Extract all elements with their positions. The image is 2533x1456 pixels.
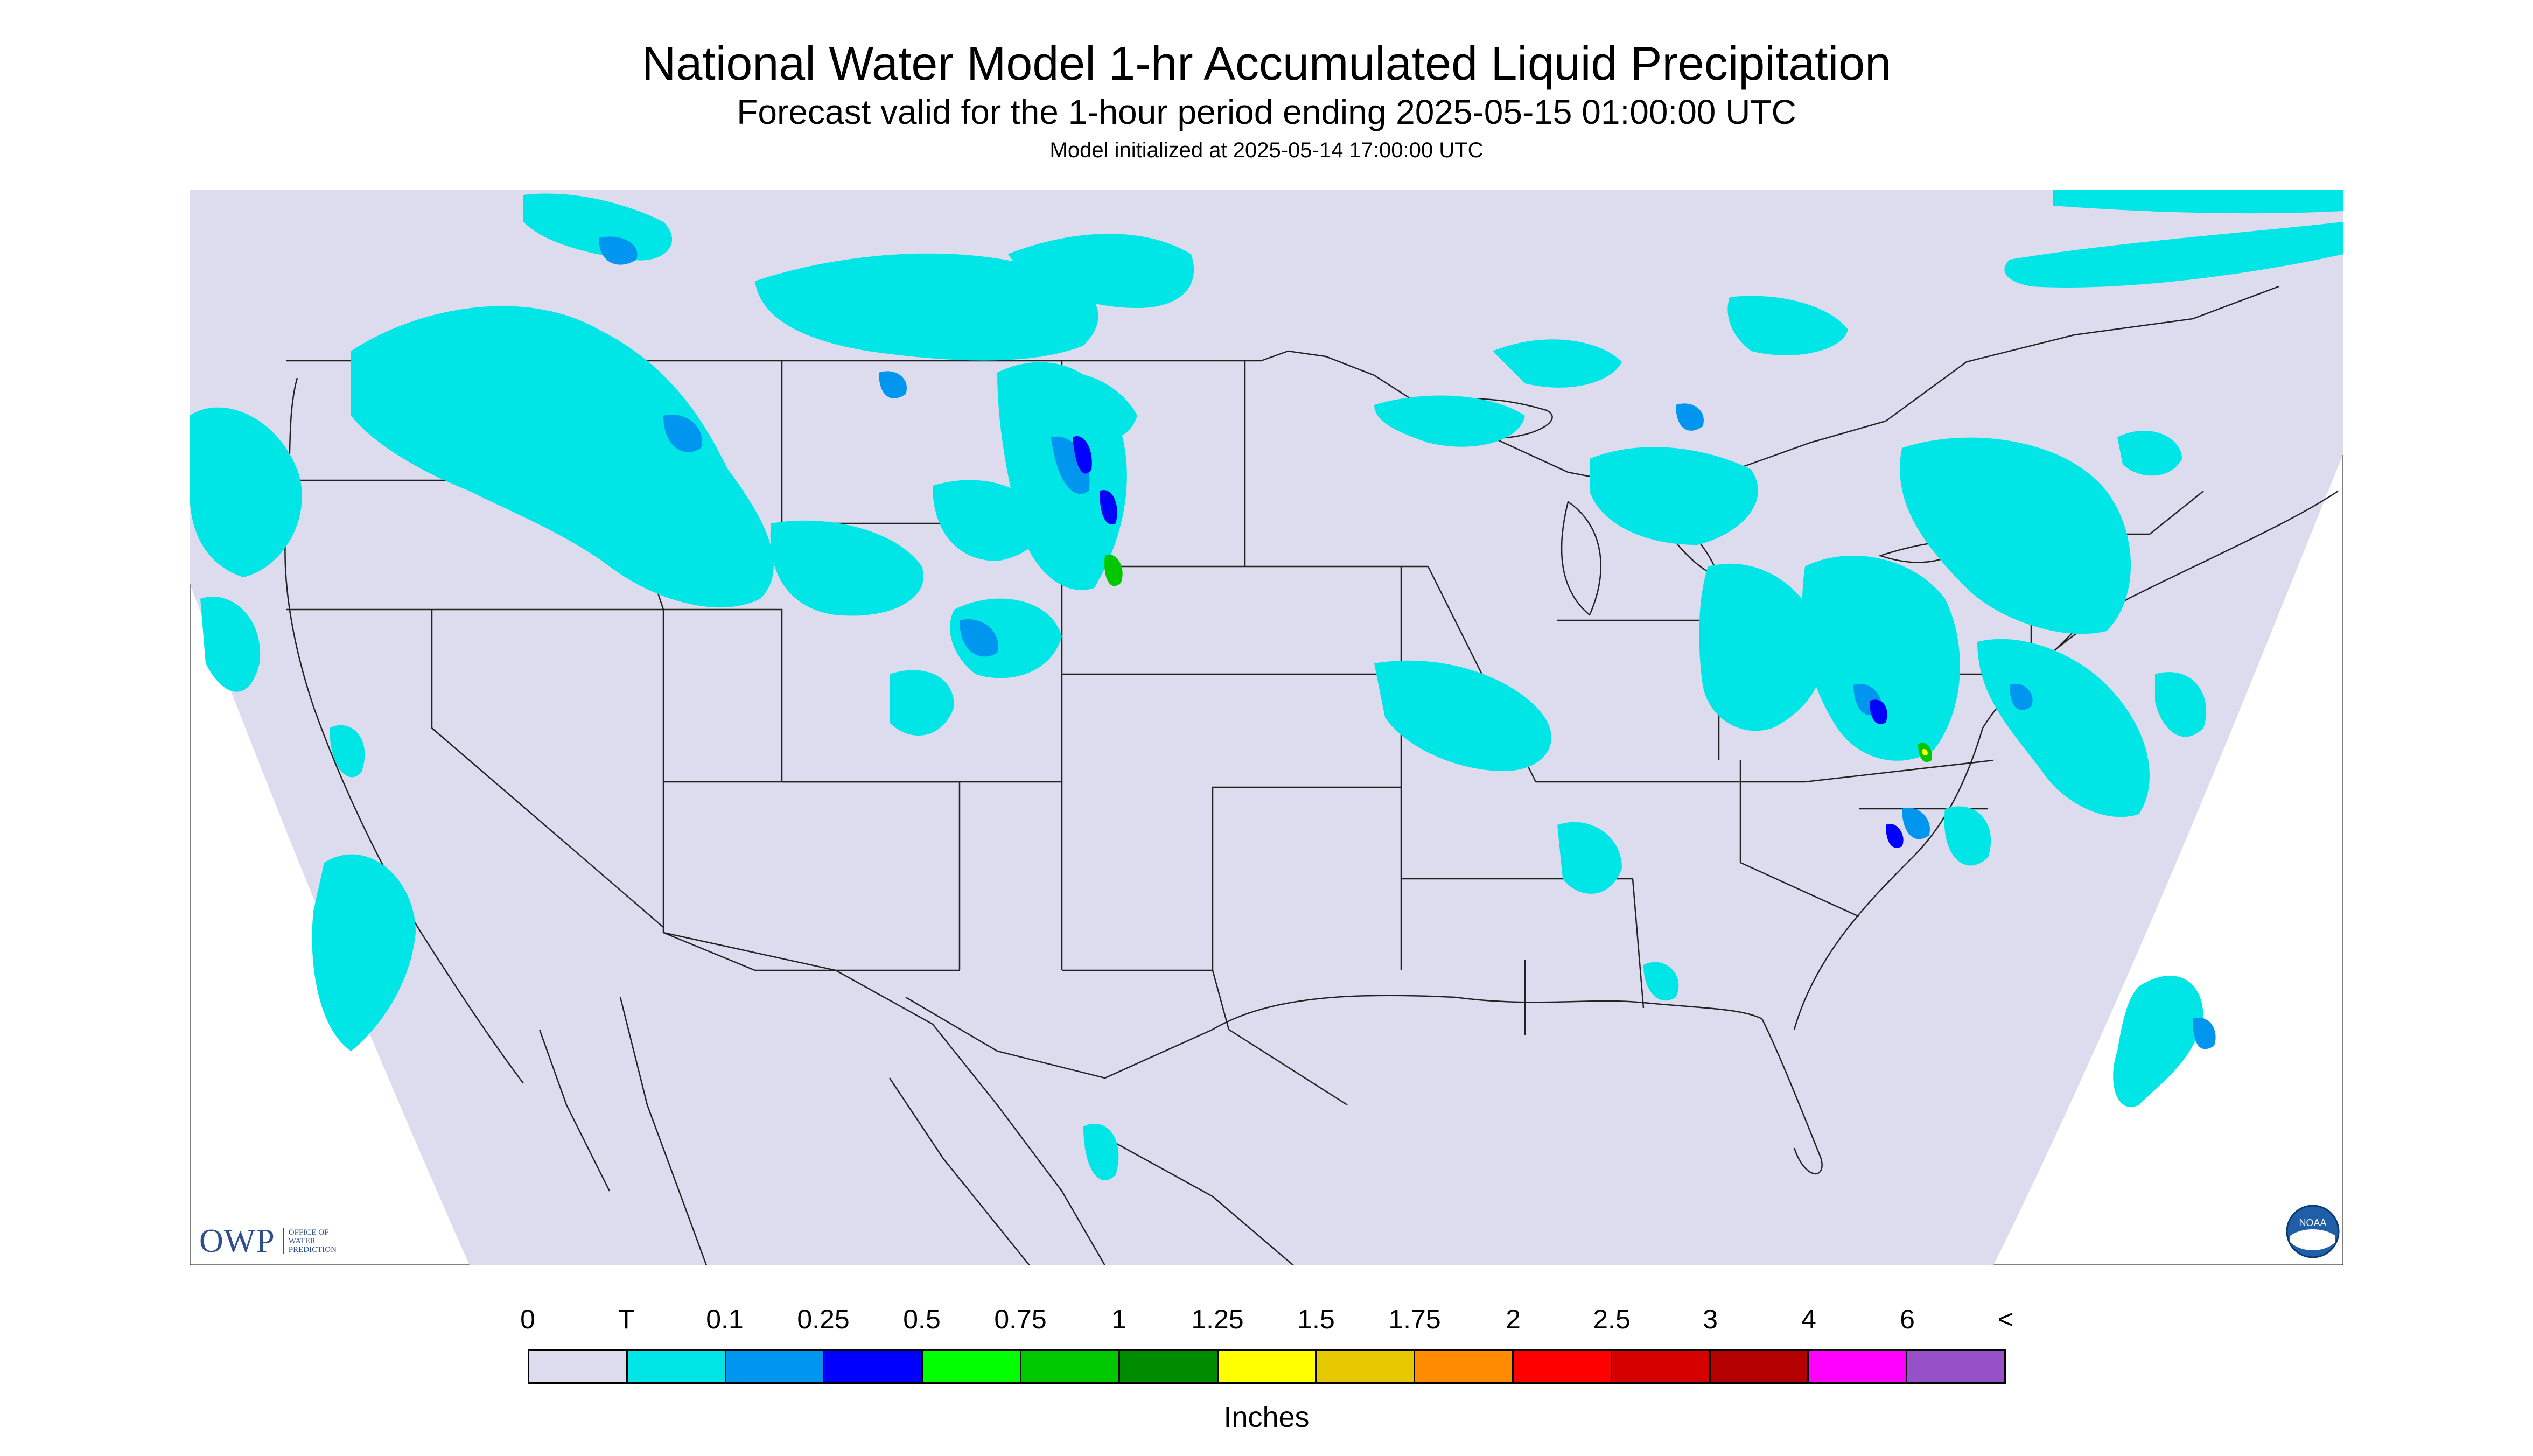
legend-tick: 6 [1900, 1304, 1915, 1334]
legend-tick: 0.5 [903, 1304, 941, 1334]
legend-swatch-14 [1907, 1351, 2004, 1382]
legend-tick: 0.75 [994, 1304, 1047, 1334]
precip-0.25 [1073, 436, 1904, 848]
legend-tick: 1.25 [1191, 1304, 1244, 1334]
legend-tick: T [618, 1304, 635, 1334]
legend-tick: 1.75 [1388, 1304, 1441, 1334]
conus-map [190, 190, 2343, 1265]
model-init-line: Model initialized at 2025-05-14 17:00:00… [1049, 138, 1484, 162]
legend-colorbar [528, 1349, 2006, 1384]
precip-1.25 [1922, 748, 1928, 756]
noaa-logo-text: NOAA [2299, 1217, 2326, 1228]
legend-swatch-4 [923, 1351, 1021, 1382]
legend-units: Inches [1223, 1401, 1310, 1433]
legend-tick: 1 [1111, 1304, 1126, 1334]
legend-swatch-8 [1317, 1351, 1416, 1382]
legend-tick: 3 [1703, 1304, 1718, 1334]
owp-logo: OWP OFFICE OF WATER PREDICTION [199, 1222, 337, 1260]
model-domain [190, 190, 2343, 1265]
legend-swatch-10 [1513, 1351, 1612, 1382]
legend-tick: 1.5 [1297, 1304, 1335, 1334]
precipitation-map [190, 190, 2343, 1265]
legend-ticks: 0 T 0.1 0.25 0.5 0.75 1 1.25 1.5 1.75 2 2.5 3 4 6 < [485, 1303, 2057, 1341]
legend-swatch-11 [1612, 1351, 1711, 1382]
legend-tick: 4 [1801, 1304, 1816, 1334]
legend-tick: < [1998, 1304, 2014, 1334]
legend-tick: 2 [1506, 1304, 1521, 1334]
owp-mark: OWP [199, 1222, 275, 1259]
map-title: National Water Model 1-hr Accumulated Li… [641, 37, 1892, 90]
legend-swatch-5 [1021, 1351, 1120, 1382]
precip-trace [190, 190, 2343, 1180]
legend-swatch-3 [824, 1351, 923, 1382]
legend-tick: 0 [520, 1304, 535, 1334]
legend-swatch-6 [1119, 1351, 1219, 1382]
legend-swatch-0 [529, 1351, 628, 1382]
noaa-logo: NOAA [2286, 1205, 2340, 1258]
legend-swatch-12 [1710, 1351, 1809, 1382]
forecast-valid-subtitle: Forecast valid for the 1-hour period end… [737, 93, 1796, 131]
legend-swatch-7 [1218, 1351, 1317, 1382]
legend-swatch-13 [1809, 1351, 1908, 1382]
owp-subtext: OFFICE OF WATER PREDICTION [282, 1228, 337, 1254]
legend-swatch-9 [1415, 1351, 1514, 1382]
legend-tick: 0.1 [706, 1304, 744, 1334]
legend-tick: 0.25 [797, 1304, 850, 1334]
legend-swatch-1 [627, 1351, 726, 1382]
legend-tick: 2.5 [1593, 1304, 1631, 1334]
legend-swatch-2 [726, 1351, 825, 1382]
